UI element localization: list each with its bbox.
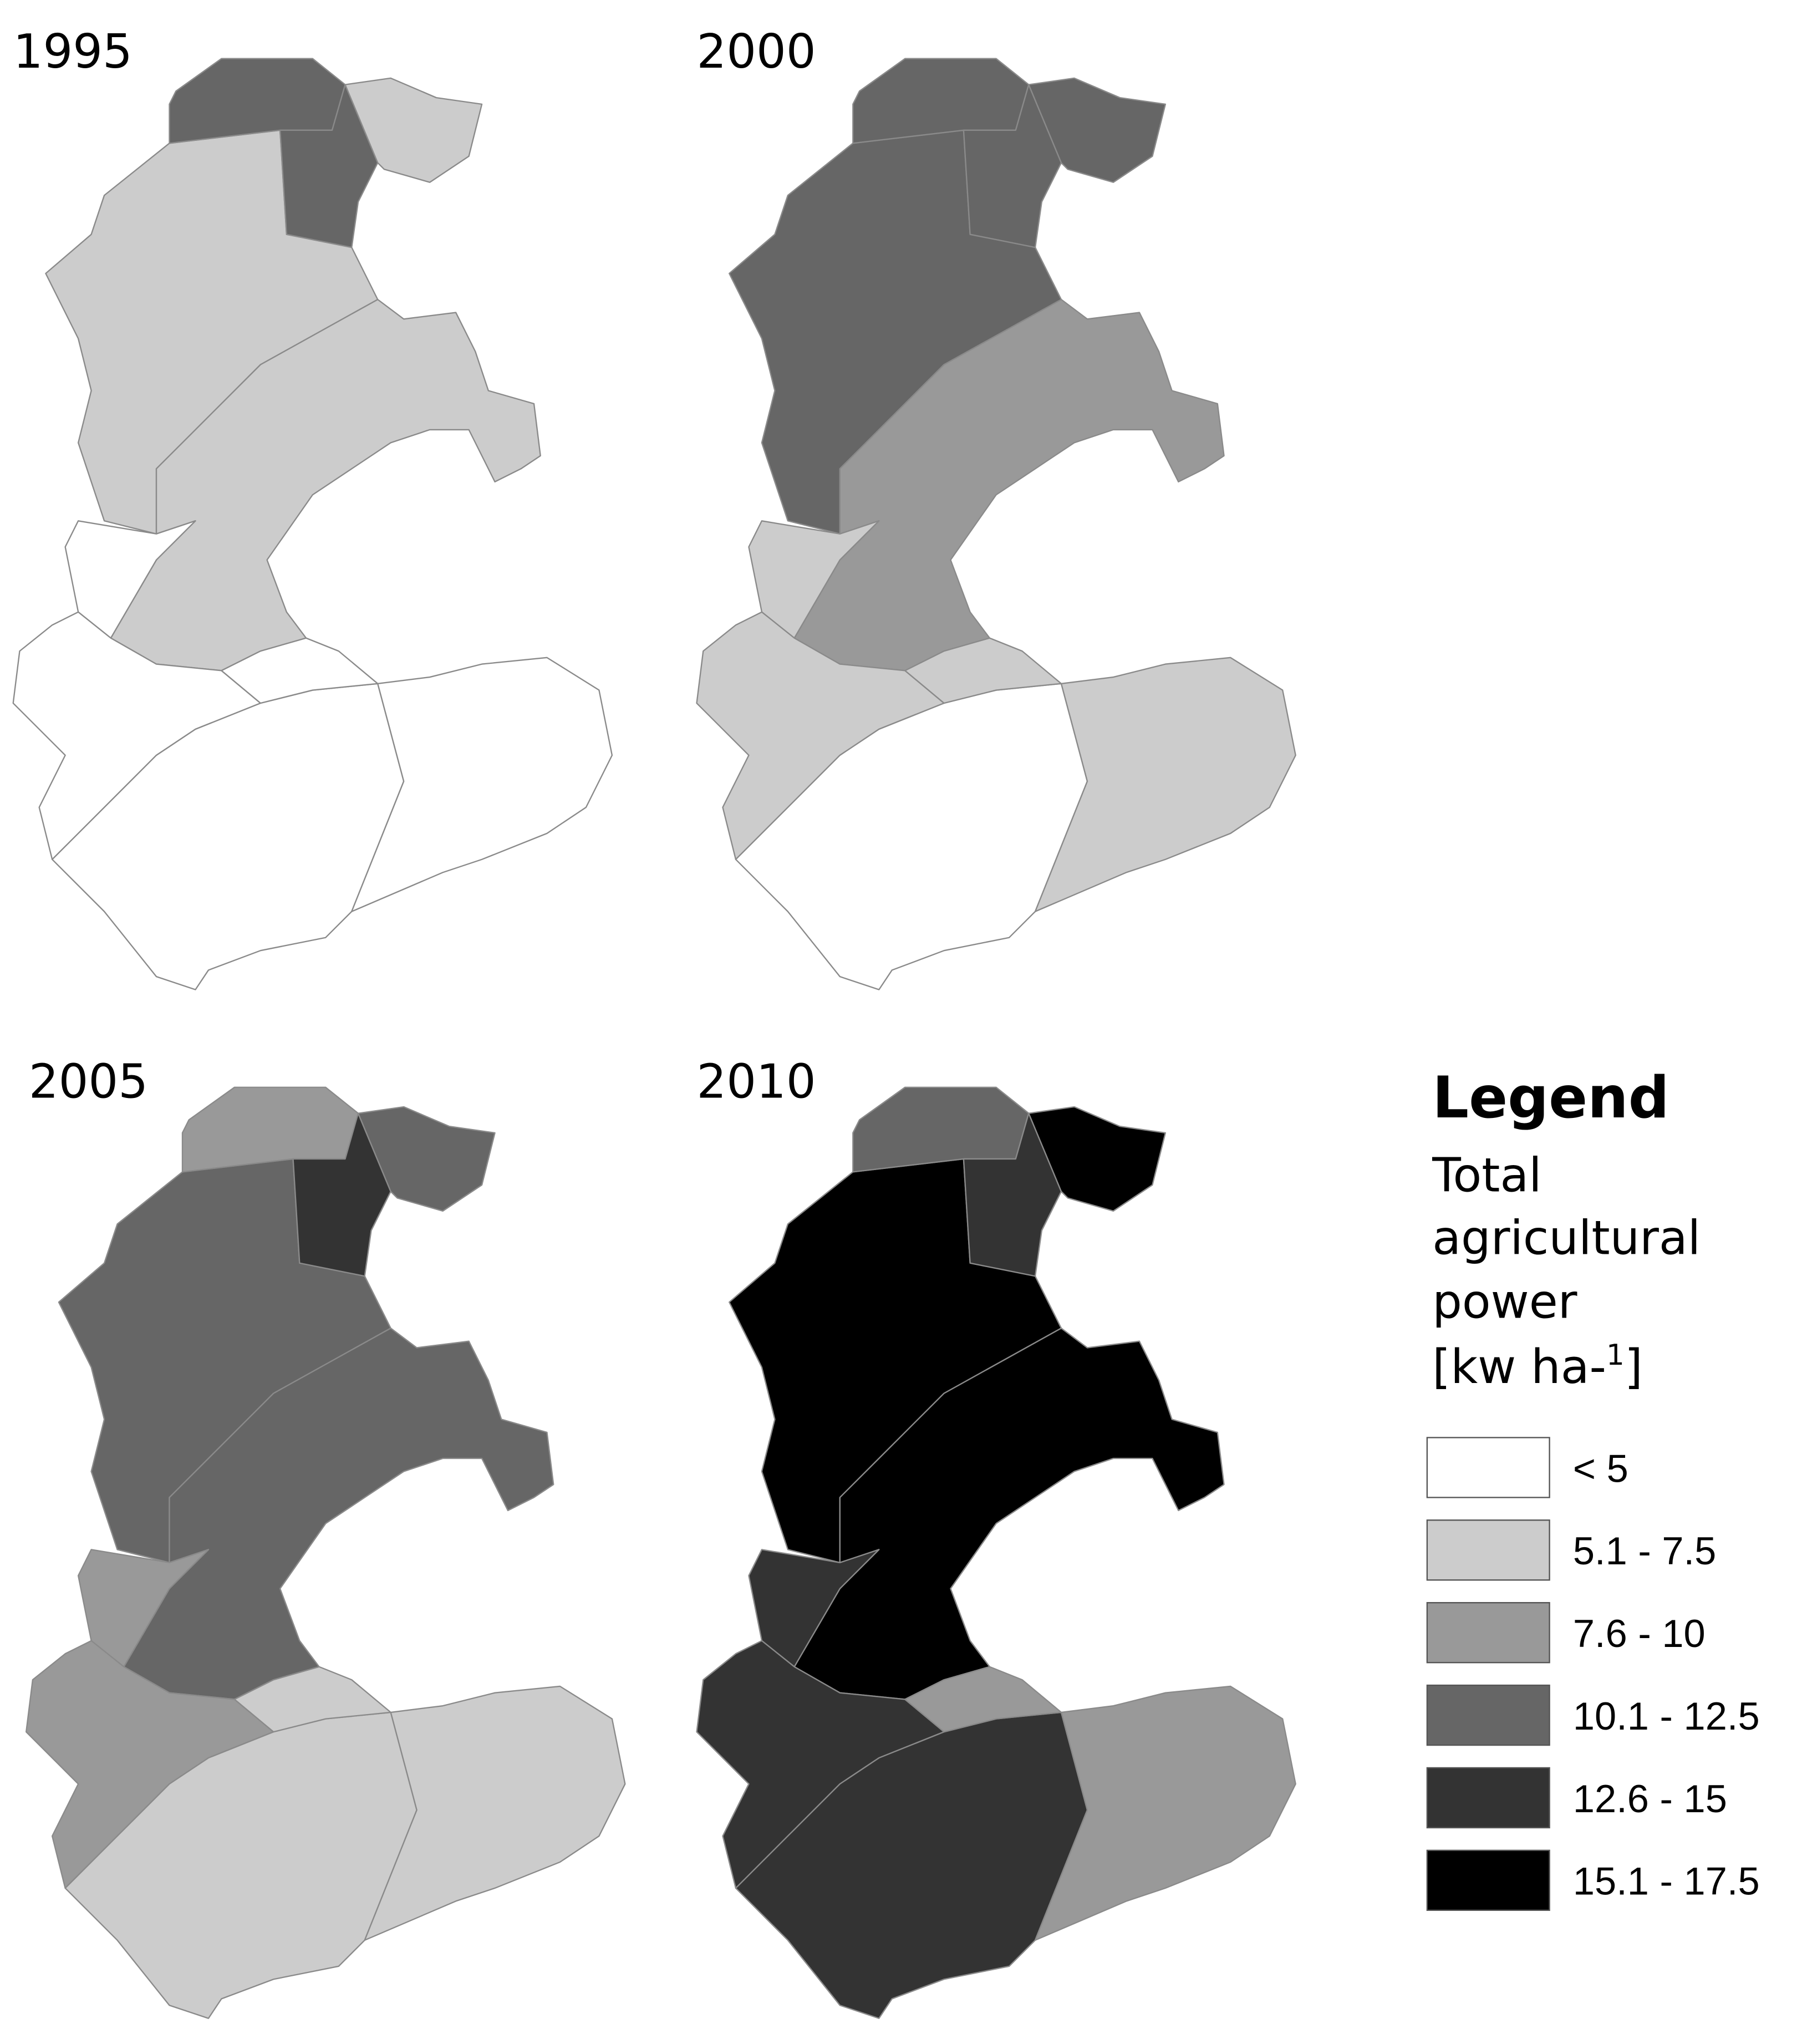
map-panel: [696, 1086, 1296, 2019]
region: [344, 77, 483, 183]
legend-label: 5.1 - 7.5: [1573, 1529, 1716, 1573]
map-panel: [26, 1086, 626, 2019]
unit-end: ]: [1625, 1340, 1643, 1394]
legend-subtitle: Total: [1432, 1148, 1541, 1203]
legend-title: Legend: [1432, 1065, 1669, 1131]
legend-swatch: [1426, 1849, 1550, 1911]
legend-label: < 5: [1573, 1446, 1628, 1490]
legend-label: 10.1 - 12.5: [1573, 1694, 1760, 1738]
unit-superscript: 1: [1606, 1339, 1625, 1372]
panel-year: 2010: [697, 1055, 816, 1109]
legend-unit: [kw ha-1]: [1432, 1339, 1643, 1394]
region: [1028, 1106, 1167, 1212]
region: [357, 1106, 496, 1212]
legend-label: 12.6 - 15: [1573, 1777, 1727, 1821]
region: [233, 1666, 626, 1941]
region: [748, 520, 880, 639]
region: [735, 683, 1088, 990]
region: [64, 520, 196, 639]
panel-year: 1995: [13, 24, 133, 79]
region: [904, 637, 1296, 912]
panel-year: 2005: [29, 1055, 148, 1109]
map-panel: [12, 58, 613, 990]
region: [64, 1711, 418, 2019]
panels: 1995 2000 2005 2010: [12, 24, 1296, 2019]
region: [221, 637, 613, 912]
region: [77, 1549, 210, 1667]
legend-label: 7.6 - 10: [1573, 1611, 1706, 1655]
legend-swatch: [1426, 1519, 1550, 1581]
region: [963, 1112, 1062, 1277]
legend-subtitle: agricultural: [1432, 1211, 1701, 1265]
legend-subtitle: power: [1432, 1274, 1577, 1329]
map-panel: [696, 58, 1296, 990]
unit-text: [kw ha-: [1432, 1340, 1606, 1394]
panel-year: 2000: [697, 24, 816, 79]
legend: Legend Total agricultural power [kw ha-1…: [1426, 1065, 1760, 1911]
legend-label: 15.1 - 17.5: [1573, 1859, 1760, 1903]
region: [735, 1711, 1088, 2019]
region: [1028, 77, 1167, 183]
region: [51, 683, 405, 990]
legend-swatch: [1426, 1437, 1550, 1498]
legend-swatch: [1426, 1602, 1550, 1664]
region: [904, 1666, 1296, 1941]
legend-swatch: [1426, 1767, 1550, 1829]
region: [748, 1549, 880, 1667]
region: [292, 1112, 391, 1277]
region: [279, 84, 379, 248]
region: [963, 84, 1062, 248]
legend-swatch: [1426, 1684, 1550, 1746]
